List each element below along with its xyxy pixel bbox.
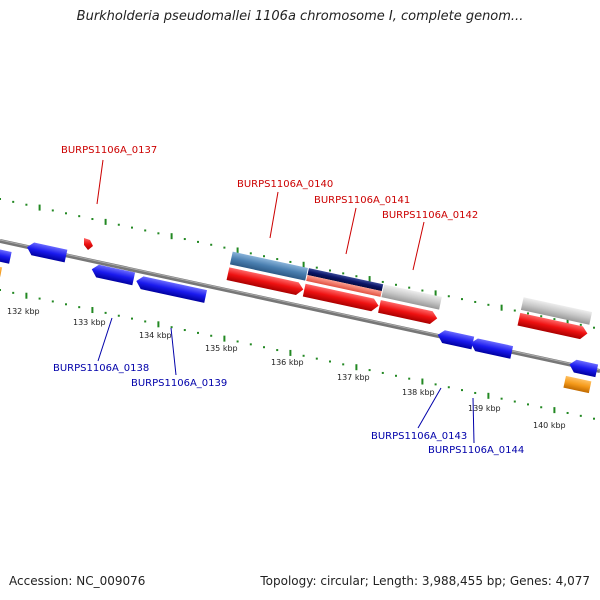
ruler-label: 139 kbp <box>468 404 501 413</box>
gene-feature-blue[interactable] <box>26 241 68 263</box>
ruler-label: 134 kbp <box>139 331 172 340</box>
ruler-label: 133 kbp <box>73 318 106 327</box>
cds-feature[interactable] <box>517 312 589 340</box>
gene-feature-grey[interactable] <box>520 297 593 325</box>
map-title: Burkholderia pseudomallei 1106a chromoso… <box>76 9 524 24</box>
gene-feature-blue[interactable] <box>0 247 12 264</box>
gene-label-0144[interactable]: BURPS1106A_0144 <box>428 445 524 456</box>
inner-tick-track <box>0 289 595 420</box>
gene-feature-0141[interactable] <box>307 268 384 292</box>
genome-summary-text: Topology: circular; Length: 3,988,455 bp… <box>260 574 590 588</box>
outer-tick-track <box>0 198 595 329</box>
ruler-label: 137 kbp <box>337 373 370 382</box>
ruler-label: 136 kbp <box>271 358 304 367</box>
gene-feature-0138[interactable] <box>90 263 136 286</box>
ruler-label: 140 kbp <box>533 421 566 430</box>
misc-feature[interactable] <box>306 275 382 297</box>
gene-feature-0143[interactable] <box>436 329 475 350</box>
gene-label-0139[interactable]: BURPS1106A_0139 <box>131 378 227 389</box>
gene-feature-0144[interactable] <box>469 337 514 359</box>
cds-feature[interactable] <box>378 300 438 325</box>
gene-feature-orange[interactable] <box>0 264 3 280</box>
gene-feature-0139[interactable] <box>135 275 207 303</box>
gene-label-0138[interactable]: BURPS1106A_0138 <box>53 363 149 374</box>
ruler-label: 132 kbp <box>7 307 40 316</box>
gene-feature-orange[interactable] <box>563 375 592 394</box>
gene-label-0142[interactable]: BURPS1106A_0142 <box>382 210 478 221</box>
gene-feature-0137[interactable] <box>84 238 93 250</box>
gene-label-0141[interactable]: BURPS1106A_0141 <box>314 195 410 206</box>
label-leaders <box>96 159 475 444</box>
ruler-label: 138 kbp <box>402 388 435 397</box>
gene-feature-0142[interactable] <box>381 284 442 310</box>
cds-feature[interactable] <box>302 283 380 313</box>
gene-label-0140[interactable]: BURPS1106A_0140 <box>237 179 333 190</box>
cds-feature[interactable] <box>226 267 305 296</box>
ruler-label: 135 kbp <box>205 344 238 353</box>
gene-feature-blue[interactable] <box>568 359 599 378</box>
accession-text: Accession: NC_009076 <box>9 574 146 588</box>
gene-feature-0140[interactable] <box>229 251 308 281</box>
gene-label-0143[interactable]: BURPS1106A_0143 <box>371 431 467 442</box>
gene-features <box>0 238 599 394</box>
gene-label-0137[interactable]: BURPS1106A_0137 <box>61 145 157 156</box>
